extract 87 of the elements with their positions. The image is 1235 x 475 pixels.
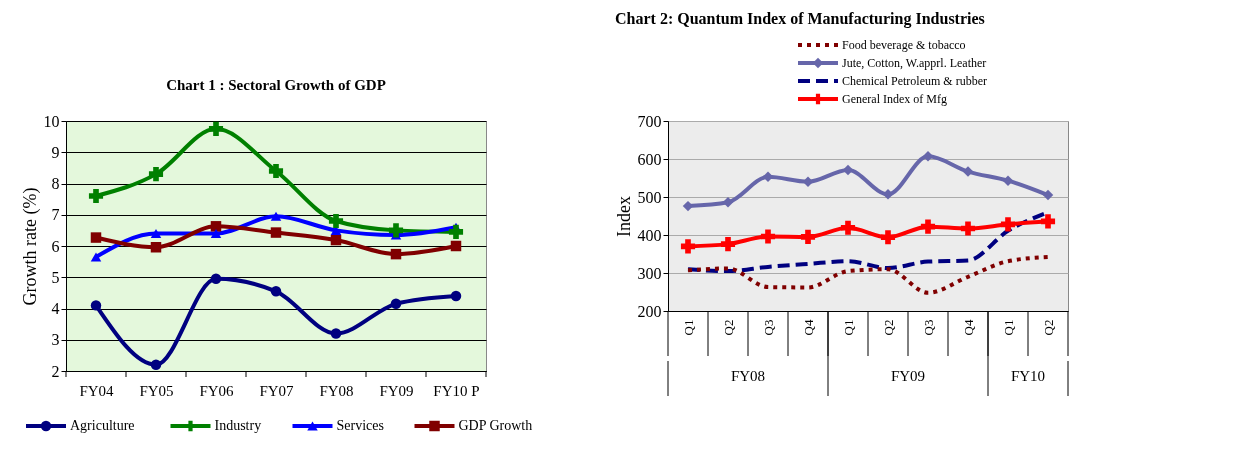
- y-tick-label: 3: [51, 331, 60, 349]
- y-axis-title: Index: [613, 196, 634, 237]
- y-axis-title: Growth rate (%): [19, 187, 41, 306]
- x-tick-label: FY09: [379, 382, 414, 399]
- point: [390, 248, 402, 260]
- x-tick-label: FY05: [139, 382, 174, 399]
- point: [210, 221, 222, 232]
- y-tick-label: 700: [637, 112, 662, 130]
- text: FY08: [730, 368, 766, 384]
- point: [268, 163, 284, 179]
- point: [920, 219, 936, 234]
- y-tick-label: 2: [51, 362, 60, 380]
- point: [840, 220, 856, 235]
- point: [210, 273, 222, 285]
- y-tick-label: 6: [51, 237, 60, 255]
- y-tick-label: 10: [43, 112, 60, 130]
- y-tick-label: 7: [51, 206, 60, 224]
- legend-label: Industry: [214, 418, 262, 433]
- legend-label: General Index of Mfg: [842, 92, 947, 106]
- legend-label: Food beverage & tobacco: [842, 38, 966, 52]
- x-tick-label: FY10 P: [433, 382, 480, 399]
- x-tick-label: FY04: [79, 382, 115, 399]
- x-tick-label: FY08: [319, 382, 354, 399]
- point: [88, 188, 104, 204]
- x-tick-label: Q2: [880, 319, 896, 336]
- point: [1000, 217, 1016, 232]
- y-tick-label: 5: [51, 268, 60, 286]
- point: [448, 224, 464, 240]
- point: [150, 242, 162, 253]
- point: [962, 166, 974, 177]
- x-tick-label: Q1: [680, 319, 696, 336]
- x-tick-label: FY07: [259, 382, 295, 399]
- point: [90, 232, 102, 243]
- point: [148, 167, 164, 182]
- text: FY10: [1010, 368, 1046, 384]
- point: [150, 359, 162, 370]
- point: [390, 298, 402, 310]
- point: [90, 252, 102, 262]
- point: [270, 227, 282, 238]
- point: [1002, 175, 1014, 186]
- y-tick-label: 500: [637, 188, 662, 206]
- y-tick-label: 8: [51, 175, 60, 192]
- y-tick-label: 300: [637, 264, 662, 282]
- x-tick-label: FY06: [199, 382, 235, 399]
- x-tick-label: Q4: [960, 319, 976, 336]
- x-tick-label: Q1: [1000, 319, 1016, 336]
- legend-label: Agriculture: [70, 418, 135, 433]
- point: [800, 229, 816, 244]
- chart-title: Chart 1 : Sectoral Growth of GDP: [166, 77, 386, 93]
- point: [208, 121, 224, 136]
- point: [328, 213, 344, 229]
- legend-label: Services: [336, 418, 384, 433]
- point: [330, 328, 342, 339]
- point: [210, 228, 222, 239]
- point: [1042, 189, 1054, 201]
- point: [150, 228, 162, 239]
- point: [880, 230, 896, 245]
- x-tick-label: Q4: [800, 319, 816, 336]
- y-tick-label: 600: [637, 150, 662, 168]
- legend-label: Chemical Petroleum & rubber: [842, 74, 987, 88]
- point: [1040, 214, 1056, 229]
- x-tick-label: Q1: [840, 319, 856, 336]
- x-tick-label: Q3: [920, 319, 936, 336]
- point: [450, 240, 462, 252]
- x-tick-label: Q3: [760, 319, 776, 336]
- y-tick-label: 9: [51, 143, 60, 161]
- point: [720, 237, 736, 252]
- y-tick-label: 200: [637, 302, 662, 320]
- point: [760, 229, 776, 244]
- point: [960, 221, 976, 236]
- point: [882, 189, 894, 200]
- legend-label: GDP Growth: [458, 418, 533, 433]
- legend-label: Jute, Cotton, W.apprl. Leather: [842, 56, 987, 70]
- y-tick-label: 400: [637, 226, 662, 244]
- point: [388, 223, 404, 238]
- point: [90, 300, 102, 311]
- line-series: [686, 255, 1050, 295]
- point: [330, 234, 342, 246]
- point: [450, 290, 462, 302]
- y-tick-label: 4: [51, 300, 60, 317]
- x-tick-label: Q2: [1040, 319, 1056, 336]
- point: [680, 239, 696, 254]
- point: [270, 286, 282, 297]
- point: [270, 211, 282, 221]
- text: FY09: [890, 368, 926, 384]
- x-tick-label: Q2: [720, 319, 736, 336]
- chart-title: Chart 2: Quantum Index of Manufacturing Industries: [615, 10, 985, 28]
